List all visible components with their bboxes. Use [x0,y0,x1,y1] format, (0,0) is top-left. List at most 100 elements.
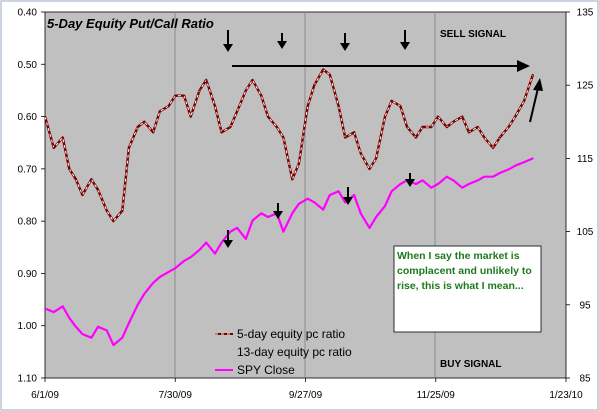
pc-ratio-dash-overlay [45,68,534,222]
pc-ratio-point [244,89,247,92]
pc-ratio-point [421,126,424,128]
spy-close-point [152,281,155,284]
pc-ratio-point [306,105,309,108]
pc-ratio-point [297,162,300,165]
pc-ratio-point [399,105,402,108]
pc-ratio-point [368,167,371,170]
note-box [393,245,542,333]
left-tick-label: 0.40 [18,8,38,19]
spy-close-point [337,190,340,193]
down-arrow-icon [343,187,353,205]
spy-close-point [368,227,371,229]
spy-close-point [313,201,316,204]
down-arrow-icon [405,173,415,187]
left-tick-label: 0.70 [18,164,38,175]
spy-close-point [158,276,161,278]
spy-close-point [244,238,247,240]
pc-ratio-point [514,115,517,118]
left-tick-label: 0.50 [18,60,38,71]
down-arrow-icon [223,230,233,248]
pc-ratio-point [45,115,46,118]
pc-ratio-point [384,115,386,118]
spy-close-point [492,175,495,178]
legend-item-13day: 13-day equity pc ratio [237,345,352,359]
right-tick-label: 135 [577,8,594,19]
pc-ratio-point [251,79,254,81]
x-tick-label: 6/1/09 [31,390,59,401]
pc-ratio-point [461,115,464,118]
spy-close-point [68,317,71,319]
pc-ratio-point [344,136,347,139]
pc-ratio-point [282,136,285,139]
spy-close-point [328,194,331,196]
spy-close-point [189,256,192,259]
x-tick-label: 9/27/09 [289,390,323,401]
spy-close-point [514,164,517,167]
right-axis: 135 125 115 105 95 85 [566,8,594,385]
pc-ratio-point [260,94,263,97]
spy-close-point [214,252,216,255]
spy-close-point [198,249,201,251]
left-tick-label: 0.80 [18,217,38,228]
spy-close-point [531,157,534,160]
pc-ratio-point [75,178,77,181]
sell-signal-label: SELL SIGNAL [440,29,506,40]
pc-ratio-point [483,136,486,139]
spy-close-point [127,322,130,324]
right-tick-label: 85 [579,374,591,385]
spy-close-point [467,183,470,185]
down-arrow-icon [223,30,233,52]
buy-signal-label: BUY SIGNAL [440,359,502,370]
pc-ratio-point [152,131,155,134]
down-arrow-icon [400,30,410,50]
left-tick-label: 0.60 [18,112,38,123]
right-tick-label: 95 [579,300,591,311]
pc-ratio-point [476,126,479,128]
pc-ratio-point [359,152,362,155]
pc-ratio-point [112,220,115,223]
spy-close-point [220,241,223,244]
spy-close-point [414,183,417,185]
spy-close-point [498,172,501,174]
pc-ratio-point [198,89,201,92]
pc-ratio-point [414,136,417,139]
down-arrow-icon [340,33,350,51]
pc-ratio-point [236,110,238,113]
pc-ratio-point [105,209,108,212]
pc-ratio-point [220,131,223,134]
pc-ratio-point [229,126,232,128]
pc-ratio-point [390,99,393,102]
spy-close-point [105,329,108,332]
pc-ratio-point [127,147,130,149]
spy-close-point [267,216,269,218]
right-tick-label: 115 [577,154,593,165]
x-tick-label: 7/30/09 [159,390,193,401]
spy-close-point [483,175,486,178]
spy-close-point [260,212,263,215]
spy-close-point [297,202,300,205]
legend-label: SPY Close [237,363,295,377]
trend-arrow-head-icon [517,60,530,72]
spy-close-point [236,227,238,229]
spy-close-point [136,303,139,306]
spy-close-point [359,212,362,215]
pc-ratio-point [189,115,192,118]
pc-ratio-point [498,136,501,139]
spy-close-point [61,305,64,308]
left-tick-label: 0.90 [18,269,38,280]
pc-ratio-point [68,167,71,170]
spy-close-point [167,270,170,273]
spy-close-point [90,336,93,339]
left-axis: 0.40 0.50 0.60 0.70 0.80 0.90 1.00 1.10 [18,8,45,385]
spy-close-point [205,241,208,244]
pc-ratio-point [467,131,470,134]
chart-title: 5-Day Equity Put/Call Ratio [47,16,214,31]
pc-ratio-point [143,120,146,123]
spy-close-point [45,307,46,310]
pc-ratio-point [452,120,455,123]
spy-close-point [306,197,309,200]
spy-close-point [121,336,124,339]
pc-ratio-point [275,126,278,128]
